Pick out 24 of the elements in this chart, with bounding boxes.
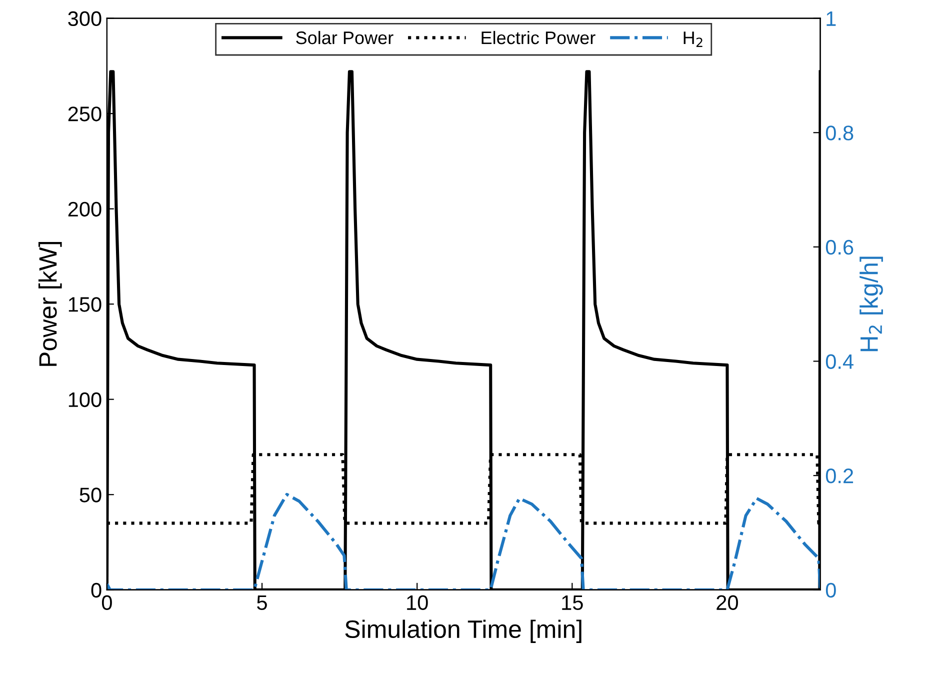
x-tick-label: 15 xyxy=(562,595,583,610)
y-tick-label: 50 xyxy=(80,488,102,502)
y-tick-label: 200 xyxy=(68,202,102,217)
x-tick-label: 20 xyxy=(716,595,738,610)
y2-tick-label: 0.8 xyxy=(826,126,854,140)
x-tick-label: 5 xyxy=(257,595,267,610)
y2-tick-label: 0.6 xyxy=(826,240,854,255)
legend-label: Electric Power xyxy=(482,30,596,44)
y-axis-title: Power [kW] xyxy=(38,242,62,366)
y-tick-label: 100 xyxy=(68,392,102,408)
y2-tick-label: 0.2 xyxy=(826,468,854,484)
y-tick-label: 150 xyxy=(68,297,102,312)
y2-tick-label: 1 xyxy=(826,12,836,26)
y-tick-label: 300 xyxy=(68,11,102,26)
y-tick-label: 0 xyxy=(91,582,102,598)
x-tick-label: 0 xyxy=(102,595,112,610)
y2-axis-title: H$_{2}$ [kg/h] xyxy=(860,256,883,352)
legend-label: Solar Power xyxy=(296,30,394,44)
legend-label: H$_{2}$ xyxy=(684,32,702,47)
y2-tick-label: 0.4 xyxy=(826,354,854,369)
x-tick-label: 10 xyxy=(407,595,428,610)
y-tick-label: 250 xyxy=(68,106,102,122)
x-axis-title: Simulation Time [min] xyxy=(345,620,582,643)
y2-tick-label: 0 xyxy=(826,582,836,598)
